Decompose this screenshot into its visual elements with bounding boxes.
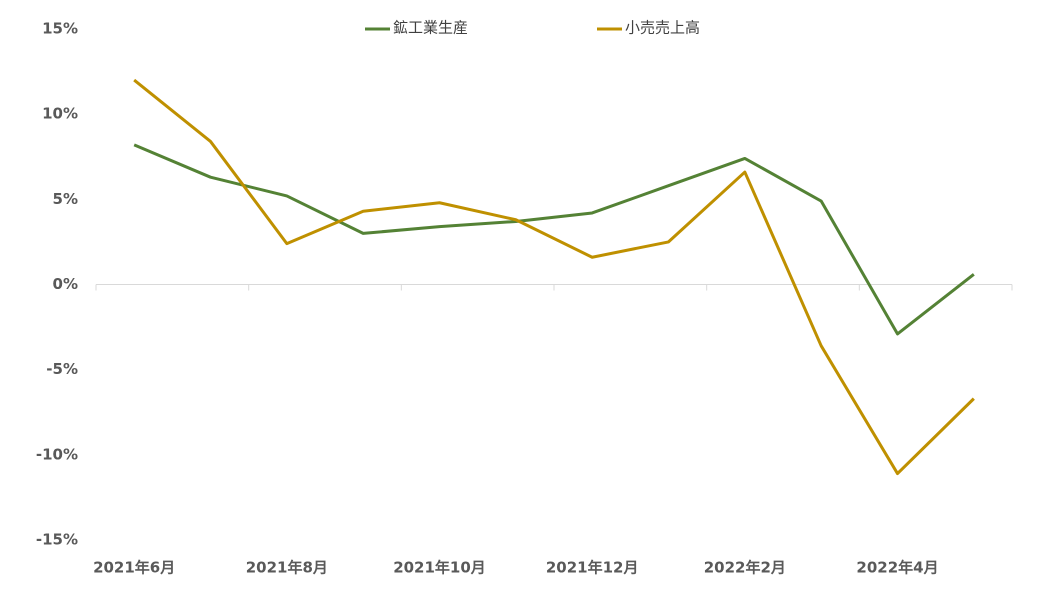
x-tick-label: 2021年6月 [93,559,175,577]
y-tick-label: -15% [36,531,78,549]
y-tick-label: -5% [46,360,78,378]
y-tick-label: 15% [42,20,78,38]
y-tick-label: 0% [53,275,78,293]
x-tick-label: 2021年12月 [546,559,639,577]
legend-label: 小売売上高 [625,19,700,37]
x-tick-label: 2022年2月 [704,559,786,577]
y-tick-label: -10% [36,445,78,463]
x-tick-label: 2021年8月 [246,559,328,577]
x-tick-label: 2021年10月 [393,559,486,577]
y-tick-label: 5% [53,190,78,208]
y-tick-label: 10% [42,105,78,123]
x-tick-label: 2022年4月 [856,559,938,577]
legend-label: 鉱工業生産 [393,19,468,37]
series-line [133,78,975,476]
series-line [133,143,975,336]
